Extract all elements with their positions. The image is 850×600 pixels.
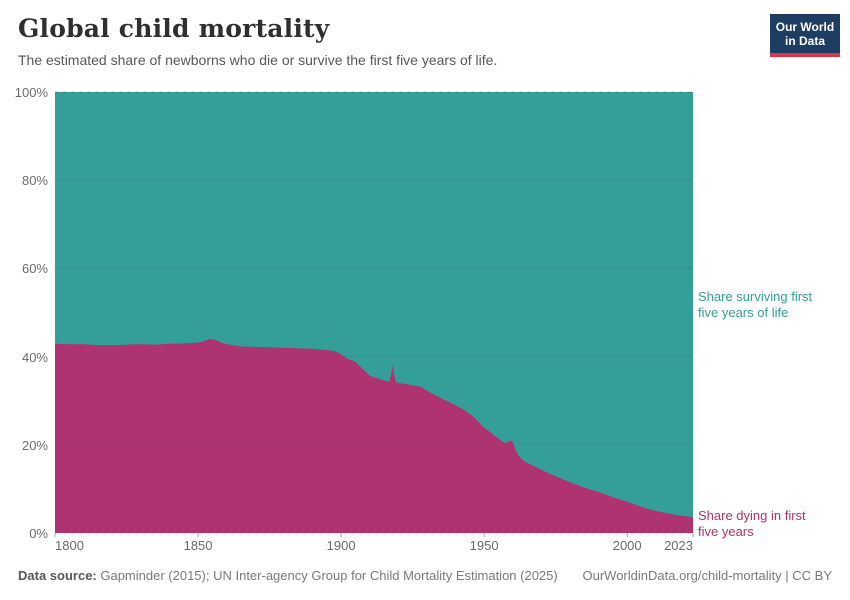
y-axis-tick-label: 100% — [14, 85, 48, 100]
owid-logo-red-bar — [770, 53, 840, 57]
y-axis-tick-label: 40% — [21, 349, 48, 365]
data-source-label: Data source: — [18, 568, 97, 583]
owid-logo-line2: in Data — [784, 34, 825, 48]
y-axis-tick-label: 80% — [21, 173, 48, 189]
x-axis-tick-label: 1950 — [469, 538, 499, 553]
chart-header: Global child mortality The estimated sha… — [18, 14, 497, 68]
x-axis-tick-label: 1900 — [326, 538, 356, 553]
dying-area[interactable] — [55, 339, 693, 533]
x-axis-tick-label: 2023 — [664, 538, 693, 553]
y-axis-tick-label: 20% — [21, 437, 48, 453]
x-axis-tick-label: 1800 — [55, 538, 84, 553]
annotation-dying-series: Share dying in first five years — [698, 508, 806, 539]
owid-logo-line1: Our World — [775, 20, 835, 34]
owid-logo[interactable]: Our World in Data — [770, 14, 840, 57]
data-source-note: Data source: Gapminder (2015); UN Inter-… — [18, 568, 558, 583]
x-axis-tick-label: 1850 — [183, 538, 213, 553]
annotation-surviving-series: Share surviving first five years of life — [698, 289, 813, 320]
x-axis-tick-label: 2000 — [612, 538, 642, 553]
owid-citation-link[interactable]: OurWorldinData.org/child-mortality | CC … — [582, 568, 833, 583]
chart-subtitle: The estimated share of newborns who die … — [18, 52, 498, 68]
y-axis-tick-label: 0% — [29, 526, 48, 541]
data-source-text: Gapminder (2015); UN Inter-agency Group … — [96, 568, 558, 583]
page-title: Global child mortality — [18, 14, 330, 43]
y-axis-tick-label: 60% — [21, 261, 48, 277]
